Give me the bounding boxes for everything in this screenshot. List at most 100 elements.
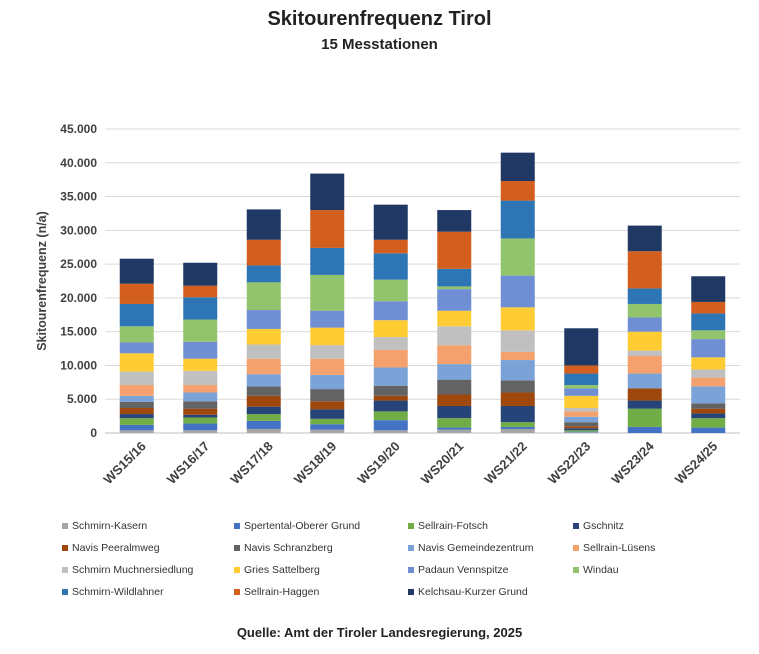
bar-segment xyxy=(564,411,599,417)
legend-item: Schmirn-Kasern xyxy=(62,518,147,534)
bar-segment xyxy=(564,328,599,366)
x-tick-label: WS16/17 xyxy=(164,439,212,487)
bar-segment xyxy=(691,418,726,428)
bar-segment xyxy=(691,386,726,404)
bar-segment xyxy=(500,360,535,381)
bar-segment xyxy=(691,377,726,387)
legend-item: Windau xyxy=(573,562,619,578)
legend-swatch xyxy=(234,567,240,573)
bar-segment xyxy=(564,430,599,432)
bar-segment xyxy=(119,418,154,425)
legend-swatch xyxy=(408,523,414,529)
y-tick-label: 5.000 xyxy=(67,392,97,406)
legend-item: Navis Gemeindezentrum xyxy=(408,540,534,556)
bar-segment xyxy=(437,268,472,287)
bar-segment xyxy=(183,370,218,386)
legend-item: Spertental-Oberer Grund xyxy=(234,518,360,534)
bar-segment xyxy=(310,173,345,211)
bar-segment xyxy=(437,405,472,419)
bar-segment xyxy=(373,430,408,433)
bar-segment xyxy=(246,344,281,359)
bar-segment xyxy=(627,400,662,409)
bar-segment xyxy=(373,420,408,431)
bar-segment xyxy=(373,367,408,386)
bar-segment xyxy=(691,427,726,433)
legend-label: Gries Sattelberg xyxy=(244,564,320,576)
legend-item: Navis Schranzberg xyxy=(234,540,333,556)
bar-segment xyxy=(183,401,218,409)
legend-item: Kelchsau-Kurzer Grund xyxy=(408,584,528,600)
bar-segment xyxy=(183,358,218,371)
bar-segment xyxy=(373,239,408,254)
legend-swatch xyxy=(408,567,414,573)
legend-item: Sellrain-Lüsens xyxy=(573,540,655,556)
bar-segment xyxy=(500,426,535,429)
legend-label: Sellrain-Lüsens xyxy=(583,542,656,554)
bar-segment xyxy=(246,209,281,240)
bar-segment xyxy=(500,422,535,427)
bar-segment xyxy=(119,424,154,431)
legend-swatch xyxy=(408,589,414,595)
bar-segment xyxy=(183,423,218,431)
bar-segment xyxy=(564,428,599,431)
bar-segment xyxy=(246,239,281,266)
bar-segment xyxy=(373,301,408,321)
bar-segment xyxy=(627,350,662,356)
stacked-bar-chart: 0 5.000 10.000 15.000 20.000 25.000 30.000 35.0… xyxy=(35,122,740,487)
bar-segment xyxy=(437,394,472,406)
bar-segment xyxy=(246,328,281,345)
bar-segment xyxy=(310,345,345,359)
bar-segment xyxy=(437,418,472,428)
legend-label: Sellrain-Fotsch xyxy=(418,520,489,532)
bar-segment xyxy=(373,204,408,240)
bar-segment xyxy=(119,353,154,372)
bar-segment xyxy=(564,388,599,396)
legend-swatch xyxy=(408,545,414,551)
bar-segment xyxy=(437,364,472,380)
legend-label: Spertental-Oberer Grund xyxy=(244,520,361,532)
bar-segment xyxy=(310,424,345,430)
bar-segment xyxy=(564,432,599,433)
bar-segment xyxy=(437,289,472,311)
bar-segment xyxy=(373,395,408,401)
bar-segment xyxy=(119,303,154,327)
legend-swatch xyxy=(62,589,68,595)
bar-segment xyxy=(500,152,535,182)
bar-segment xyxy=(627,251,662,289)
bar-segment xyxy=(500,330,535,352)
bar-segment xyxy=(500,380,535,393)
legend-swatch xyxy=(573,523,579,529)
bar-segment xyxy=(500,275,535,308)
bar-segment xyxy=(564,408,599,412)
bar-segment xyxy=(183,285,218,298)
bar-segment xyxy=(246,428,281,433)
legend-item: Schmirn-Wildlahner xyxy=(62,584,164,600)
bar-segment xyxy=(246,358,281,375)
bar-segment xyxy=(310,409,345,419)
bar-segment xyxy=(246,282,281,311)
bar-segment xyxy=(119,326,154,343)
bar-segment xyxy=(564,416,599,423)
x-tick-label: WS17/18 xyxy=(227,439,275,487)
x-tick-label: WS23/24 xyxy=(608,438,657,487)
y-tick-label: 25.000 xyxy=(60,257,97,271)
bar-segment xyxy=(246,395,281,407)
bar-segment xyxy=(437,427,472,430)
y-tick-label: 20.000 xyxy=(60,291,97,305)
bar-segment xyxy=(246,414,281,421)
bar-segment xyxy=(310,374,345,390)
bar-segment xyxy=(310,247,345,275)
bar-segment xyxy=(183,430,218,433)
legend-item: Padaun Vennspitze xyxy=(408,562,509,578)
x-tick-label: WS24/25 xyxy=(672,439,720,487)
bar-segment xyxy=(310,389,345,402)
legend-swatch xyxy=(62,523,68,529)
bar-segment xyxy=(691,330,726,340)
legend-swatch xyxy=(234,545,240,551)
bar-segment xyxy=(691,408,726,414)
bar-segment xyxy=(119,401,154,409)
bar-segment xyxy=(564,365,599,374)
bar-segment xyxy=(183,392,218,402)
bar-segment xyxy=(310,358,345,375)
legend-label: Schmirn Muchnersiedlung xyxy=(72,564,194,576)
